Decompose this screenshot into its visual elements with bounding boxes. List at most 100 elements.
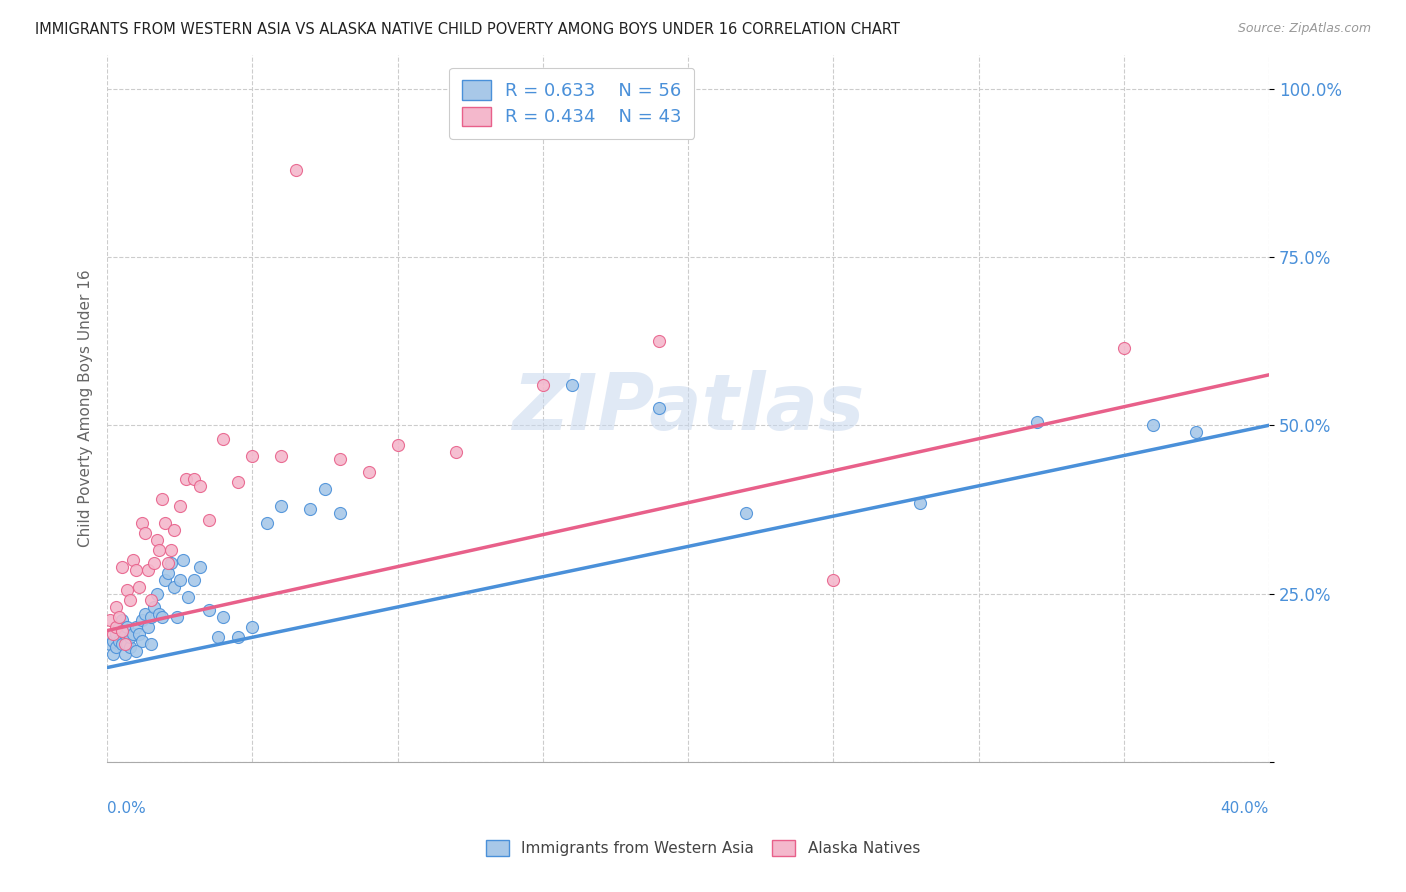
Point [131,516,153,530]
Point [242,620,264,634]
Point [117,583,139,598]
Point [160,542,183,557]
Text: ZIPatlas: ZIPatlas [512,370,865,447]
Point [157,556,180,570]
Point [104,627,127,641]
Point [314,482,336,496]
Point [120,640,142,655]
Point [242,449,264,463]
Point [104,640,127,655]
Point [387,438,409,452]
Point [1112,341,1135,355]
Point [1025,415,1047,429]
Point [188,559,211,574]
Point [142,599,165,614]
Point [207,630,229,644]
Point [648,401,671,416]
Point [357,466,380,480]
Point [198,603,221,617]
Point [111,614,134,628]
Point [270,449,292,463]
Point [120,593,142,607]
Point [145,533,167,547]
Point [107,610,129,624]
Point [188,479,211,493]
Point [212,610,235,624]
Point [98,614,121,628]
Point [531,378,554,392]
Point [163,523,186,537]
Point [285,162,308,177]
Point [136,563,159,577]
Point [134,607,156,621]
Point [148,607,170,621]
Text: IMMIGRANTS FROM WESTERN ASIA VS ALASKA NATIVE CHILD POVERTY AMONG BOYS UNDER 16 : IMMIGRANTS FROM WESTERN ASIA VS ALASKA N… [35,22,900,37]
Point [148,542,170,557]
Point [155,516,177,530]
Point [134,525,156,540]
Legend: Immigrants from Western Asia, Alaska Natives: Immigrants from Western Asia, Alaska Nat… [479,834,927,862]
Point [226,630,249,644]
Point [139,610,162,624]
Point [128,580,150,594]
Point [299,502,322,516]
Point [131,614,153,628]
Point [174,472,197,486]
Point [117,620,139,634]
Point [256,516,278,530]
Point [128,627,150,641]
Point [122,627,145,641]
Point [107,620,129,634]
Point [136,620,159,634]
Point [114,637,136,651]
Point [122,553,145,567]
Point [104,620,127,634]
Point [172,553,194,567]
Point [150,492,173,507]
Point [163,580,186,594]
Point [823,573,845,587]
Point [101,633,124,648]
Point [125,620,148,634]
Point [226,475,249,490]
Point [328,506,350,520]
Point [125,563,148,577]
Point [114,647,136,661]
Point [111,637,134,651]
Point [104,599,127,614]
Point [198,512,221,526]
Point [139,593,162,607]
Point [270,499,292,513]
Point [107,633,129,648]
Point [142,556,165,570]
Point [111,624,134,638]
Point [735,506,758,520]
Point [131,633,153,648]
Point [169,573,191,587]
Point [561,378,583,392]
Point [160,556,183,570]
Point [155,573,177,587]
Point [98,637,121,651]
Text: 0.0%: 0.0% [107,801,146,815]
Point [648,334,671,348]
Point [111,559,134,574]
Point [120,630,142,644]
Point [117,637,139,651]
Point [125,644,148,658]
Point [328,452,350,467]
Point [183,573,205,587]
Point [150,610,173,624]
Point [145,586,167,600]
Point [212,432,235,446]
Point [101,627,124,641]
Point [114,627,136,641]
Point [101,647,124,661]
Point [177,590,200,604]
Text: 40.0%: 40.0% [1220,801,1270,815]
Point [1185,425,1208,439]
Point [183,472,205,486]
Legend: R = 0.633    N = 56, R = 0.434    N = 43: R = 0.633 N = 56, R = 0.434 N = 43 [450,68,695,139]
Point [166,610,188,624]
Point [1142,418,1164,433]
